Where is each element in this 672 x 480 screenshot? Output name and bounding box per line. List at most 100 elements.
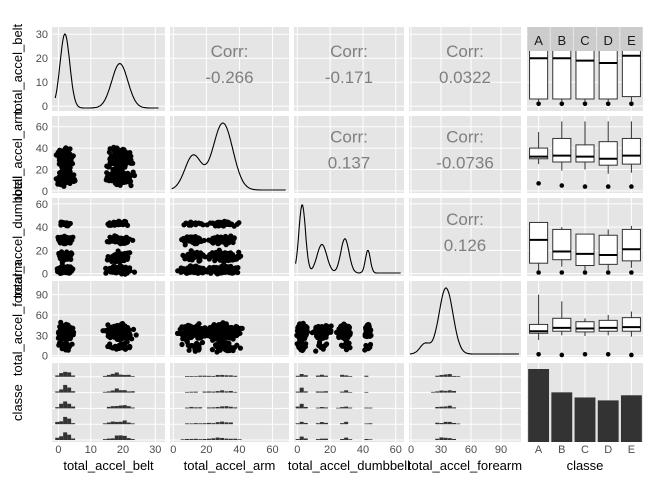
- histogram-bar: [368, 439, 373, 440]
- scatter-point: [221, 331, 227, 338]
- scatter-total_accel_dumbbell-vs-total_accel_belt: [54, 218, 138, 277]
- panel-3-3: [409, 281, 521, 357]
- x-tick-label: A: [535, 444, 543, 456]
- scatter-point: [59, 322, 65, 329]
- histogram-bar: [368, 407, 373, 409]
- scatter-point: [112, 220, 119, 226]
- scatter-point: [109, 258, 115, 264]
- scatter-point: [104, 257, 110, 263]
- density-curve-total_accel_forearm: [409, 287, 519, 355]
- scatter-point: [128, 182, 134, 189]
- scatter-point: [121, 218, 128, 224]
- scatter-point: [100, 328, 106, 334]
- x-tick-label: 30: [435, 444, 447, 456]
- histogram-bar: [439, 390, 444, 393]
- corr-value: -0.0736: [436, 154, 494, 173]
- facet-header-E: [620, 27, 643, 51]
- outlier-point: [605, 351, 611, 357]
- scatter-point: [179, 341, 185, 348]
- histogram-bar: [63, 384, 68, 393]
- class-bar-D: [597, 400, 619, 442]
- histogram-bar: [336, 407, 341, 409]
- box-B: [552, 45, 572, 100]
- y-tick-label: 40: [36, 143, 48, 155]
- histogram-bar: [295, 423, 300, 425]
- histogram-bar: [348, 439, 353, 440]
- histogram-bar: [443, 374, 448, 377]
- box-D: [598, 234, 618, 265]
- x-tick-label: 60: [465, 444, 477, 456]
- histogram-bar: [220, 421, 225, 425]
- scatter-point: [234, 342, 240, 348]
- scatter-point: [131, 269, 138, 275]
- histogram-bar: [368, 423, 373, 425]
- scatter-point: [59, 164, 65, 170]
- scatter-point: [118, 150, 124, 156]
- x-axis-title: total_accel_arm: [184, 458, 276, 473]
- scatter-point: [64, 330, 70, 336]
- histogram-bar: [439, 406, 444, 409]
- facet-histograms-total_accel_belt: [52, 371, 165, 441]
- scatter-point: [59, 251, 65, 257]
- histogram-bar: [439, 437, 444, 440]
- scatter-point: [107, 156, 113, 162]
- scatter-point: [64, 255, 70, 261]
- histogram-bar: [211, 438, 216, 440]
- facet-header-C: [573, 27, 597, 51]
- scatter-point: [215, 241, 221, 247]
- density-curve-total_accel_arm: [171, 122, 286, 191]
- histogram-bar: [206, 391, 211, 393]
- scatter-point: [68, 252, 74, 258]
- x-tick-label: D: [604, 444, 612, 456]
- histogram-bar: [220, 437, 225, 440]
- histogram-bar: [340, 439, 345, 440]
- scatter-point: [209, 250, 215, 256]
- scatter-point: [61, 236, 67, 242]
- box-C: [575, 144, 595, 163]
- histogram-bar: [202, 375, 207, 377]
- outlier-point: [605, 184, 611, 189]
- histogram-bar: [299, 436, 304, 440]
- scatter-point: [133, 332, 139, 338]
- scatter-point: [61, 175, 67, 181]
- histogram-bar: [211, 375, 216, 377]
- histogram-bar: [130, 439, 135, 440]
- histogram-bar: [452, 390, 457, 393]
- histogram-bar: [323, 375, 328, 377]
- histogram-bar: [303, 422, 308, 425]
- histogram-bar: [198, 423, 203, 425]
- histogram-bar: [198, 407, 203, 409]
- outlier-point: [536, 101, 541, 107]
- histogram-bar: [130, 407, 135, 409]
- histogram-bar: [126, 422, 131, 425]
- histogram-bar: [202, 438, 207, 440]
- scatter-point: [127, 343, 133, 350]
- scatter-point: [107, 160, 113, 166]
- histogram-bar: [106, 391, 111, 393]
- histogram-bar: [303, 406, 308, 409]
- density-curve-total_accel_belt: [54, 33, 159, 109]
- scatter-point: [68, 256, 74, 262]
- scatter-point: [118, 237, 124, 243]
- panel-4-2: [294, 363, 404, 442]
- histogram-bar: [443, 406, 448, 409]
- scatter-point: [103, 270, 109, 276]
- histogram-bar: [130, 423, 135, 425]
- scatter-point: [365, 346, 371, 352]
- scatter-point: [114, 332, 120, 338]
- scatter-point: [125, 157, 131, 163]
- scatter-point: [186, 252, 192, 258]
- y-tick-label: 20: [36, 245, 48, 257]
- histogram-bar: [122, 405, 127, 409]
- panel-1-3: [409, 116, 521, 193]
- histogram-bar: [55, 391, 60, 393]
- histogram-bar: [118, 435, 123, 440]
- scatter-point: [209, 347, 215, 353]
- x-tick-label: 40: [233, 444, 245, 456]
- histogram-bar: [215, 437, 220, 440]
- x-axis-title: total_accel_forearm: [408, 458, 522, 473]
- histogram-bar: [319, 407, 324, 409]
- histogram-bar: [106, 374, 111, 377]
- outlier-point: [629, 184, 634, 189]
- scatter-point: [59, 342, 66, 348]
